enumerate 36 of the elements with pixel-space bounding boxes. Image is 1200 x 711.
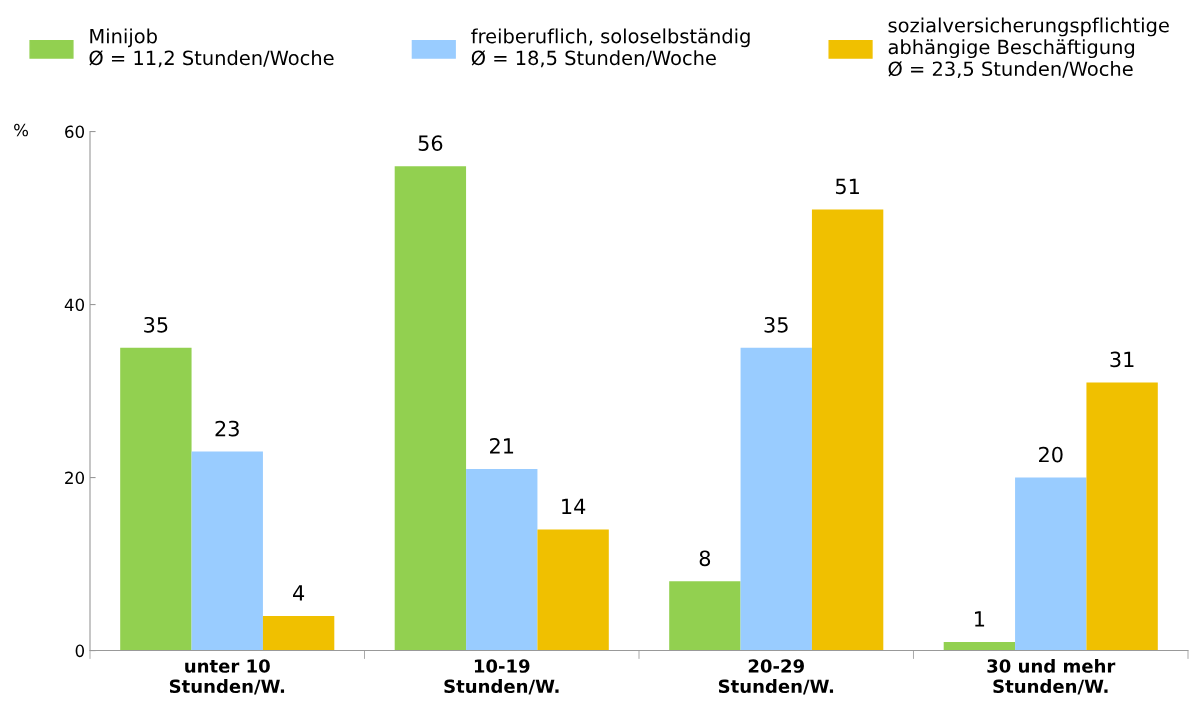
x-tick-label: 10-19 Stunden/W. — [444, 659, 559, 695]
bar — [537, 529, 609, 651]
bar — [466, 468, 538, 651]
x-tick-label: unter 10 Stunden/W. — [169, 659, 285, 695]
data-label: 21 — [490, 438, 514, 454]
x-tick-label: 20-29 Stunden/W. — [718, 659, 834, 695]
data-label: 35 — [144, 316, 168, 333]
data-label: 8 — [699, 550, 711, 567]
data-label: 23 — [215, 420, 239, 437]
data-label: 1 — [975, 611, 985, 627]
y-axis-title: % — [14, 123, 29, 137]
bar — [1086, 382, 1158, 651]
bar — [262, 615, 335, 651]
y-tick-label: 40 — [64, 298, 85, 312]
data-label: 56 — [418, 135, 443, 151]
legend-label: sozialversicherungspflichtige abhängige Beschäftigung Ø = 23,5 Stunden/Woche — [888, 17, 1169, 79]
data-label: 51 — [835, 178, 859, 195]
bar — [394, 166, 467, 651]
legend-label: Minijob Ø = 11,2 Stunden/Woche — [89, 28, 334, 68]
bar — [669, 581, 741, 651]
bar — [120, 347, 192, 651]
x-tick-label: 30 und mehr Stunden/W. — [987, 658, 1116, 695]
data-label: 31 — [1110, 351, 1134, 368]
bar — [740, 347, 812, 651]
bar — [811, 209, 884, 651]
data-label: 35 — [764, 316, 788, 333]
y-tick-label: 0 — [75, 644, 85, 658]
bar — [1015, 477, 1087, 651]
data-label: 14 — [562, 498, 586, 515]
data-label: 20 — [1039, 446, 1063, 463]
bar — [943, 641, 1016, 651]
y-tick-label: 60 — [65, 125, 85, 139]
y-tick-label: 20 — [65, 471, 85, 485]
legend-label: freiberuflich, soloselbständig Ø = 18,5 Stunden/Woche — [471, 28, 750, 68]
bar — [191, 451, 263, 651]
data-label: 4 — [293, 585, 305, 601]
